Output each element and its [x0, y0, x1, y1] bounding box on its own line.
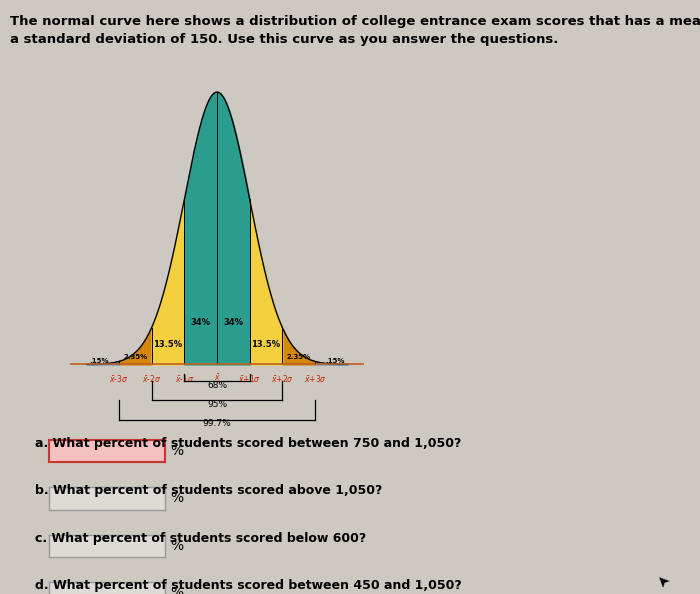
Text: %: %: [170, 444, 183, 458]
Text: %: %: [170, 539, 183, 553]
Text: 99.7%: 99.7%: [202, 419, 232, 428]
Text: c. What percent of students scored below 600?: c. What percent of students scored below…: [35, 532, 366, 545]
Text: 2.35%: 2.35%: [123, 355, 148, 361]
Text: %: %: [170, 491, 183, 505]
Text: The normal curve here shows a distribution of college entrance exam scores that : The normal curve here shows a distributi…: [10, 15, 700, 28]
Text: 2.35%: 2.35%: [286, 355, 311, 361]
Text: 95%: 95%: [207, 400, 227, 409]
Text: %: %: [170, 586, 183, 594]
Text: 13.5%: 13.5%: [251, 340, 281, 349]
Text: b. What percent of students scored above 1,050?: b. What percent of students scored above…: [35, 484, 382, 497]
Text: .15%: .15%: [90, 358, 109, 364]
Text: a. What percent of students scored between 750 and 1,050?: a. What percent of students scored betwe…: [35, 437, 461, 450]
Text: d. What percent of students scored between 450 and 1,050?: d. What percent of students scored betwe…: [35, 579, 462, 592]
Text: .15%: .15%: [325, 358, 344, 364]
Text: 13.5%: 13.5%: [153, 340, 183, 349]
Text: ➤: ➤: [652, 569, 671, 589]
Text: 34%: 34%: [190, 318, 211, 327]
Text: a standard deviation of 150. Use this curve as you answer the questions.: a standard deviation of 150. Use this cu…: [10, 33, 559, 46]
Text: 34%: 34%: [223, 318, 244, 327]
Text: 68%: 68%: [207, 381, 227, 390]
